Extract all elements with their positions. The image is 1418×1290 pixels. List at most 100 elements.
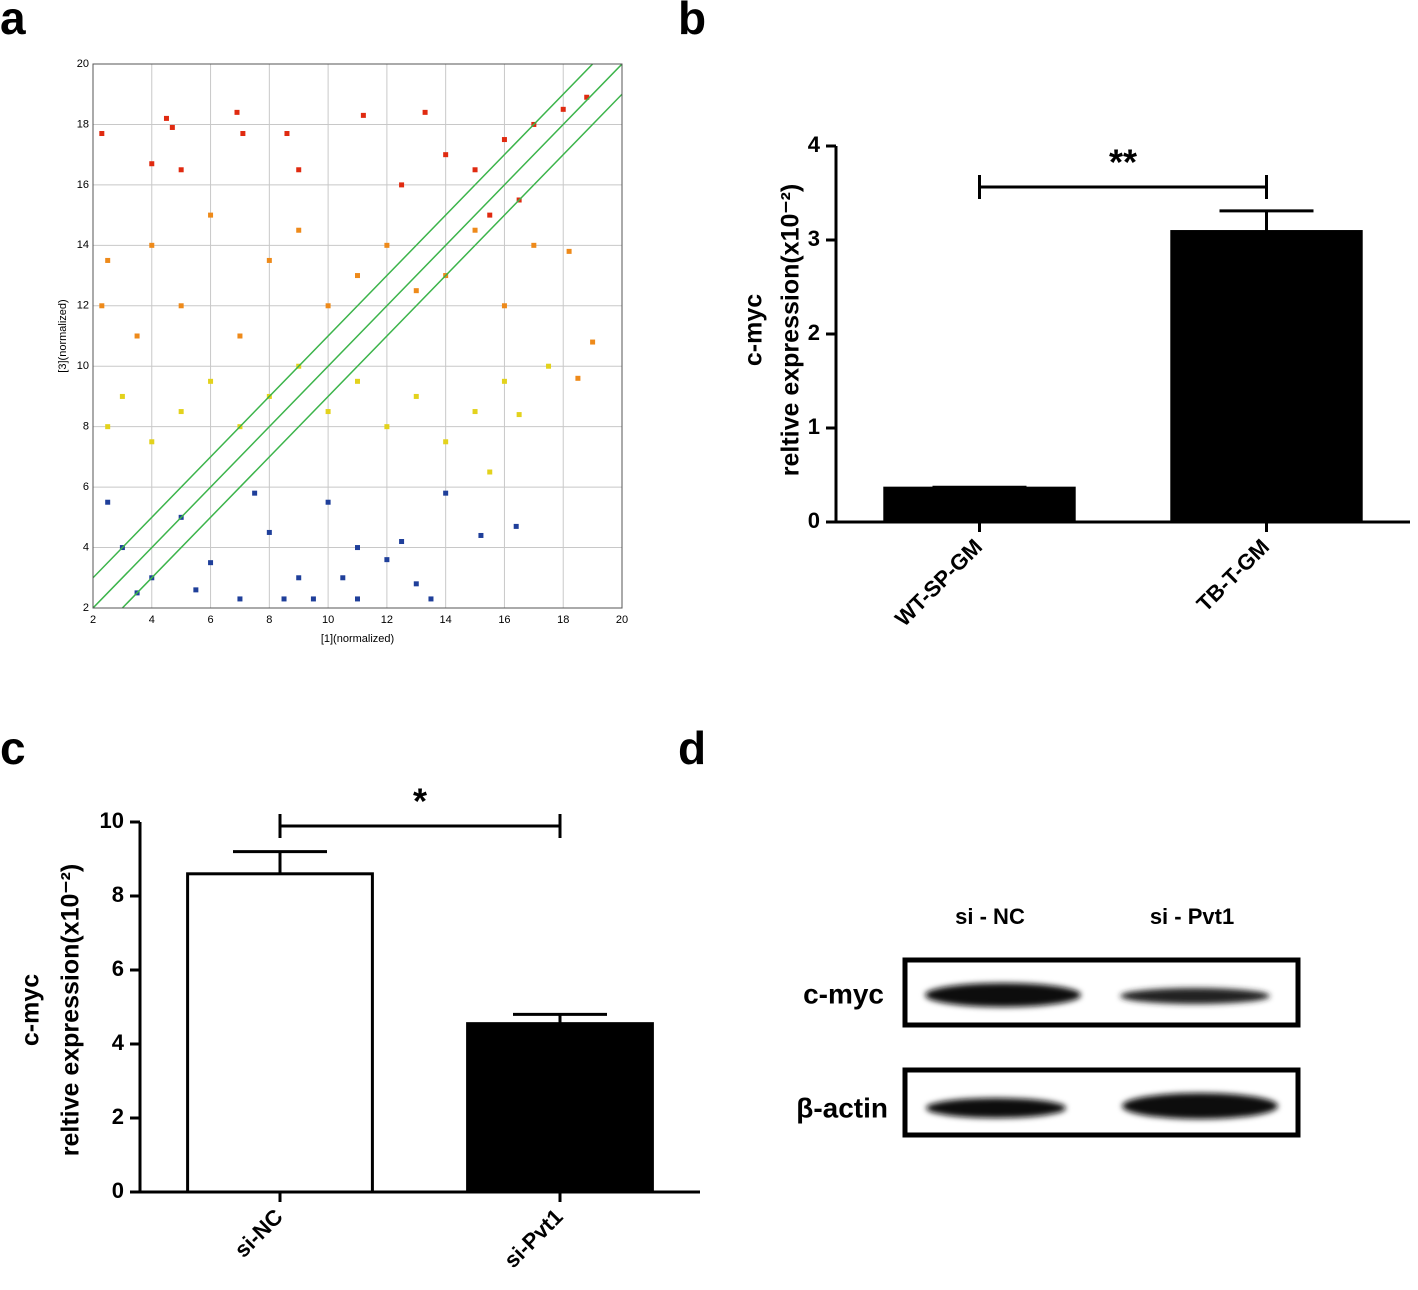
point <box>413 581 419 587</box>
y-axis-label: [3](normalized) <box>57 299 69 372</box>
y-tick-label: 10 <box>100 808 124 833</box>
point <box>384 242 390 248</box>
point <box>296 575 302 581</box>
point <box>584 94 590 100</box>
point <box>384 557 390 563</box>
x-tick-label: 20 <box>616 614 628 626</box>
point <box>384 424 390 430</box>
lane-label: si - Pvt1 <box>1150 904 1234 929</box>
point <box>178 167 184 173</box>
y-tick-label: 0 <box>808 508 820 533</box>
point <box>105 499 111 505</box>
band <box>925 983 1081 1007</box>
point <box>590 339 596 345</box>
point <box>208 212 214 218</box>
fold-line <box>93 64 594 579</box>
significance-bracket <box>278 814 562 838</box>
x-tick-label: 2 <box>90 614 96 626</box>
point <box>487 469 493 475</box>
band <box>1120 988 1270 1004</box>
point <box>443 490 449 496</box>
point <box>266 257 272 263</box>
point <box>355 378 360 384</box>
point <box>325 499 331 505</box>
y-tick-label: 8 <box>83 421 89 433</box>
y-axis-label: reltive expression(x10⁻²) <box>57 864 85 1157</box>
point <box>208 560 214 566</box>
x-tick-label: WT-SP-GM <box>890 534 987 631</box>
point <box>284 131 290 137</box>
x-tick-label: 4 <box>149 614 155 626</box>
point <box>178 303 184 309</box>
band <box>1122 1093 1278 1119</box>
y-tick-label: 18 <box>77 118 89 130</box>
point <box>472 409 478 415</box>
point <box>546 363 552 369</box>
point <box>340 575 346 581</box>
point <box>149 161 155 167</box>
significance-label: * <box>413 781 427 822</box>
point <box>428 596 434 602</box>
point <box>399 182 405 188</box>
plot-area <box>93 64 622 608</box>
point <box>443 439 449 445</box>
point <box>208 378 214 384</box>
point <box>355 596 360 602</box>
y-tick-label: 4 <box>808 132 821 157</box>
x-tick-label: 14 <box>440 614 452 626</box>
y-tick-label: 6 <box>112 956 124 981</box>
bar <box>466 1022 654 1194</box>
plot-frame <box>92 63 623 609</box>
point <box>413 393 419 399</box>
point <box>478 532 484 538</box>
point <box>355 273 360 279</box>
point <box>149 439 155 445</box>
y-tick-label: 4 <box>112 1030 125 1055</box>
point <box>360 112 366 118</box>
point <box>501 303 507 309</box>
y-tick-label: 2 <box>83 602 89 614</box>
point <box>355 545 360 551</box>
point <box>281 596 287 602</box>
y-tick-label: 14 <box>77 239 89 251</box>
panel-label: d <box>678 722 706 774</box>
x-tick-label: si-Pvt1 <box>499 1204 568 1273</box>
fold-line <box>121 93 622 608</box>
y-axis-label: c-myc <box>17 974 45 1046</box>
y-tick-label: 10 <box>77 360 89 372</box>
panel-label: b <box>678 0 706 44</box>
point <box>105 257 111 263</box>
point <box>240 131 246 137</box>
y-tick-label: 8 <box>112 882 124 907</box>
y-axis-label: c-myc <box>740 294 768 366</box>
point <box>566 248 572 254</box>
point <box>472 167 478 173</box>
y-tick-label: 3 <box>808 226 820 251</box>
band <box>926 1098 1066 1118</box>
point <box>413 288 419 294</box>
y-tick-label: 20 <box>77 58 89 70</box>
panel-label: c <box>0 722 26 774</box>
y-tick-label: 0 <box>112 1178 124 1203</box>
point <box>472 227 478 233</box>
blot: si - NC si - Pvt1 c-myc β-actin <box>796 904 1301 1138</box>
point <box>237 596 243 602</box>
y-tick-label: 4 <box>83 541 89 553</box>
bar <box>1170 230 1363 524</box>
point <box>560 106 566 112</box>
y-tick-label: 1 <box>808 414 820 439</box>
point <box>487 212 493 218</box>
x-tick-label: TB-T-GM <box>1192 534 1274 616</box>
y-tick-label: 12 <box>77 300 89 312</box>
row-label: c-myc <box>803 978 884 1009</box>
significance-bracket <box>978 175 1268 199</box>
point <box>516 412 522 418</box>
point <box>99 131 105 137</box>
row-label: β-actin <box>796 1092 888 1123</box>
bar <box>186 872 374 1194</box>
y-axis-label: reltive expression(x10⁻²) <box>777 184 805 477</box>
y-tick-label: 6 <box>83 481 89 493</box>
point <box>501 137 507 143</box>
point <box>169 124 175 130</box>
